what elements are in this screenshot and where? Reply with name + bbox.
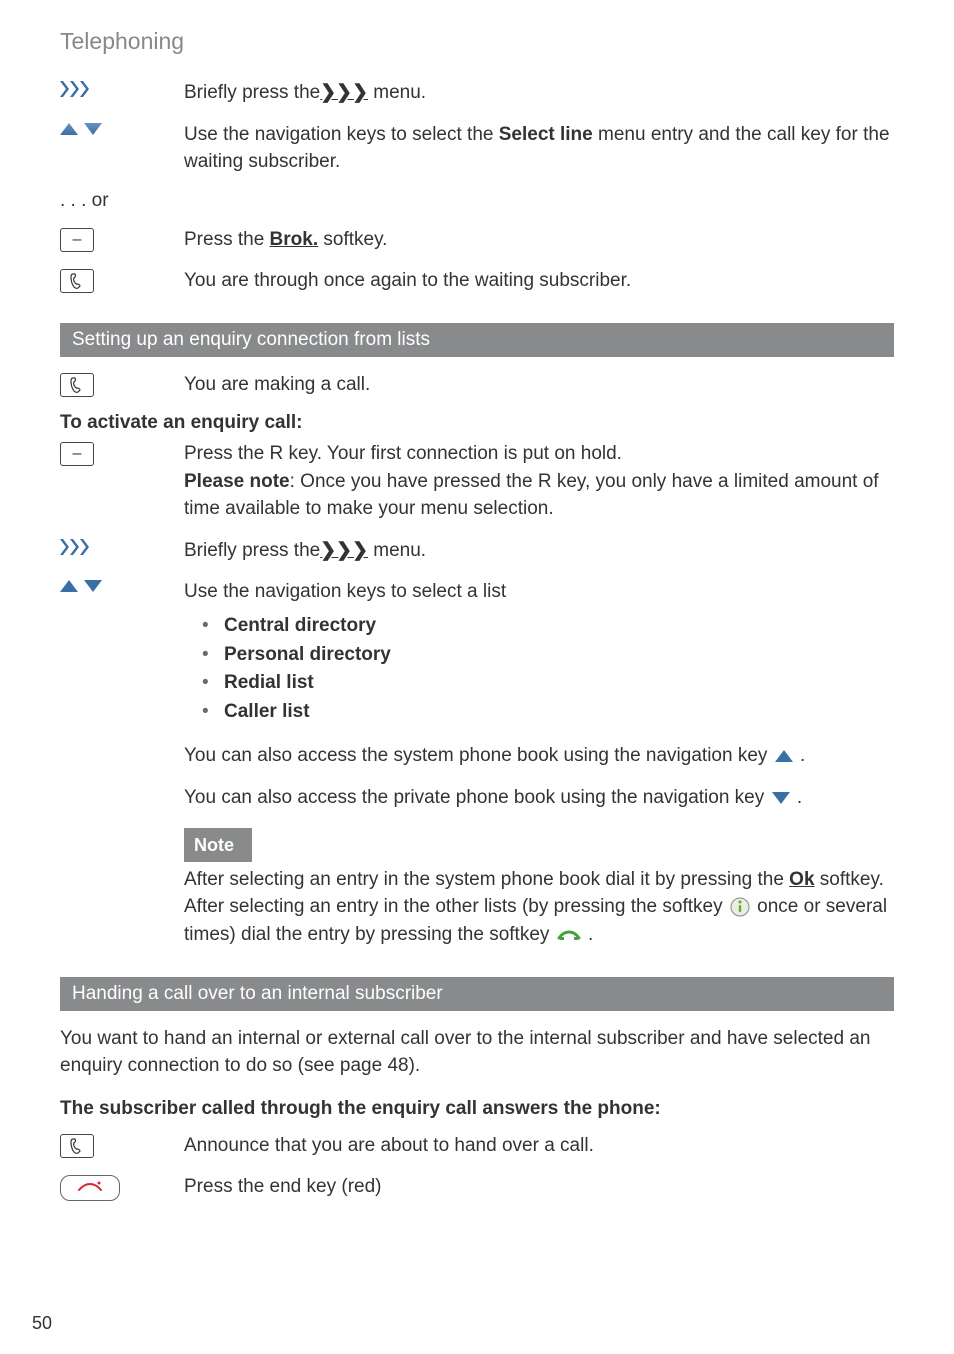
text: Briefly press the <box>184 82 320 103</box>
or-separator: . . . or <box>60 190 894 212</box>
nav-up-down-icon <box>60 121 184 135</box>
text-line: You can also access the private phone bo… <box>184 784 894 812</box>
key-box <box>60 373 94 397</box>
text: After selecting an entry in the system p… <box>184 869 789 890</box>
handset-key-icon <box>60 1132 184 1158</box>
instruction-text: Press the R key. Your first connection i… <box>184 440 894 523</box>
instruction-row: You are through once again to the waitin… <box>60 267 894 295</box>
instruction-row: – Press the Brok. softkey. <box>60 226 894 254</box>
list-item: Personal directory <box>224 641 391 670</box>
instruction-text: Briefly press the❯❯❯ menu. <box>184 537 894 565</box>
note-body: After selecting an entry in the system p… <box>184 862 894 949</box>
instruction-row: You are making a call. <box>60 371 894 399</box>
paragraph: You want to hand an internal or external… <box>60 1025 894 1080</box>
nav-up-icon <box>775 742 793 770</box>
dial-icon <box>557 921 581 949</box>
menu-chevrons-icon <box>60 537 184 555</box>
text: . <box>800 745 805 766</box>
softkey-icon: – <box>60 226 184 252</box>
page-title: Telephoning <box>60 28 894 55</box>
list-item: Central directory <box>224 612 376 641</box>
ok-softkey-label: Ok <box>789 869 814 890</box>
instruction-text: Use the navigation keys to select a list… <box>184 578 894 948</box>
instruction-text: Press the end key (red) <box>184 1173 894 1201</box>
subheading: To activate an enquiry call: <box>60 412 894 434</box>
softkey-box: – <box>60 442 94 466</box>
please-note-label: Please note <box>184 471 290 492</box>
instruction-text: You are making a call. <box>184 371 894 399</box>
instruction-row: Briefly press the❯❯❯ menu. <box>60 79 894 107</box>
text: menu. <box>368 82 426 103</box>
page-number: 50 <box>32 1313 52 1334</box>
text: . <box>588 924 593 945</box>
text: You can also access the system phone boo… <box>184 745 773 766</box>
menu-entry-name: Select line <box>499 124 593 145</box>
end-key-icon <box>60 1173 184 1201</box>
list-item: Redial list <box>224 669 314 698</box>
menu-label: ❯❯❯ <box>320 82 368 103</box>
text-line: You can also access the system phone boo… <box>184 742 894 770</box>
list: •Central directory •Personal directory •… <box>184 612 894 726</box>
instruction-row: Briefly press the❯❯❯ menu. <box>60 537 894 565</box>
text: . <box>797 787 802 808</box>
nav-up-down-icon <box>60 578 184 592</box>
instruction-row: Press the end key (red) <box>60 1173 894 1201</box>
text: Use the navigation keys to select the <box>184 124 499 145</box>
instruction-row: Use the navigation keys to select a list… <box>60 578 894 948</box>
nav-down-icon <box>772 784 790 812</box>
key-box <box>60 269 94 293</box>
info-icon <box>730 893 750 921</box>
text: Use the navigation keys to select a list <box>184 581 506 602</box>
softkey-label: Brok. <box>270 229 319 250</box>
key-box <box>60 1134 94 1158</box>
section-heading: Handing a call over to an internal subsc… <box>60 977 894 1011</box>
text: You can also access the private phone bo… <box>184 787 770 808</box>
instruction-text: Announce that you are about to hand over… <box>184 1132 894 1160</box>
text: Press the <box>184 229 270 250</box>
menu-label: ❯❯❯ <box>320 540 368 561</box>
text: Briefly press the <box>184 540 320 561</box>
softkey-box: – <box>60 228 94 252</box>
instruction-row: Announce that you are about to hand over… <box>60 1132 894 1160</box>
instruction-row: Use the navigation keys to select the Se… <box>60 121 894 176</box>
section-heading: Setting up an enquiry connection from li… <box>60 323 894 357</box>
subheading: The subscriber called through the enquir… <box>60 1098 894 1120</box>
handset-key-icon <box>60 267 184 293</box>
instruction-row: – Press the R key. Your first connection… <box>60 440 894 523</box>
text: softkey. <box>318 229 387 250</box>
handset-key-icon <box>60 371 184 397</box>
softkey-icon: – <box>60 440 184 466</box>
end-key-box <box>60 1175 120 1201</box>
instruction-text: Press the Brok. softkey. <box>184 226 894 254</box>
instruction-text: Use the navigation keys to select the Se… <box>184 121 894 176</box>
note-label: Note <box>184 828 252 862</box>
menu-chevrons-icon <box>60 79 184 97</box>
instruction-text: Briefly press the❯❯❯ menu. <box>184 79 894 107</box>
text: Press the R key. Your first connection i… <box>184 443 622 464</box>
text: menu. <box>368 540 426 561</box>
instruction-text: You are through once again to the waitin… <box>184 267 894 295</box>
list-item: Caller list <box>224 698 310 727</box>
